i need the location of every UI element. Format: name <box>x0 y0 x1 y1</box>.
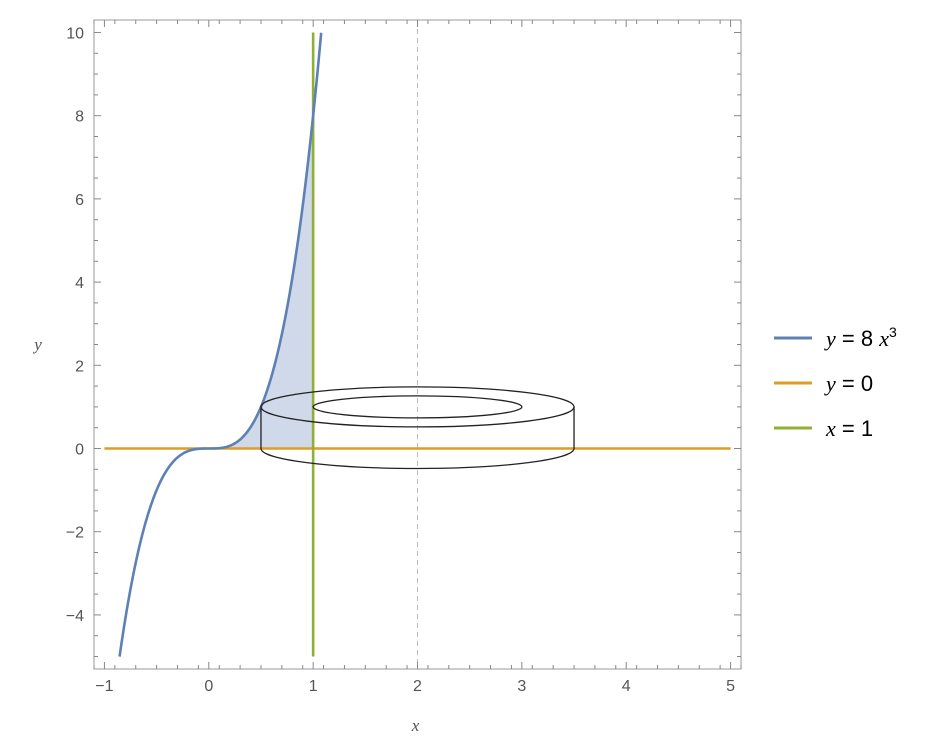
x-tick-label: 0 <box>204 678 213 695</box>
legend-entry-label: y = 8 x3 <box>824 324 897 351</box>
washer-top-outer <box>260 386 575 428</box>
legend-lhs: y <box>824 371 836 396</box>
legend-entry-label: x = 1 <box>825 416 873 441</box>
shaded-region <box>208 115 314 449</box>
x-axis-label: x <box>411 716 420 735</box>
x-tick-label: 1 <box>309 678 318 695</box>
y-tick-label: 8 <box>75 109 84 126</box>
y-tick-label: 4 <box>75 275 84 292</box>
legend-eq: = 0 <box>836 371 873 396</box>
y-tick-label: 0 <box>75 442 84 459</box>
shaded-region-group <box>208 115 314 449</box>
washer-bottom-edge <box>260 448 575 470</box>
legend-lhs: y <box>824 326 836 351</box>
legend-exponent: 3 <box>889 324 897 340</box>
y-tick-label: 6 <box>75 192 84 209</box>
legend-var: x <box>878 326 889 351</box>
series-group <box>104 32 731 657</box>
washer-group <box>260 386 575 470</box>
legend: y = 8 x3y = 0x = 1 <box>774 324 897 441</box>
legend-eq: = 8 <box>836 326 879 351</box>
y-tick-label: 2 <box>75 358 84 375</box>
legend-eq: = 1 <box>836 416 873 441</box>
washer-top-inner <box>312 395 523 419</box>
y-axis-label: y <box>32 335 42 354</box>
y-tick-label: −2 <box>66 525 84 542</box>
y-tick-label: −4 <box>66 608 84 625</box>
x-tick-label: 4 <box>622 678 631 695</box>
y-tick-label: 10 <box>66 25 84 42</box>
x-tick-label: −1 <box>95 678 113 695</box>
x-tick-label: 3 <box>517 678 526 695</box>
series-curve-8x3 <box>118 32 323 657</box>
x-tick-label: 2 <box>413 678 422 695</box>
legend-entry-label: y = 0 <box>824 371 873 396</box>
legend-lhs: x <box>825 416 836 441</box>
x-tick-label: 5 <box>726 678 735 695</box>
ticks-group: −1 0 1 2 3 4 5 −4 −2 0 2 4 6 8 10 <box>66 20 742 695</box>
